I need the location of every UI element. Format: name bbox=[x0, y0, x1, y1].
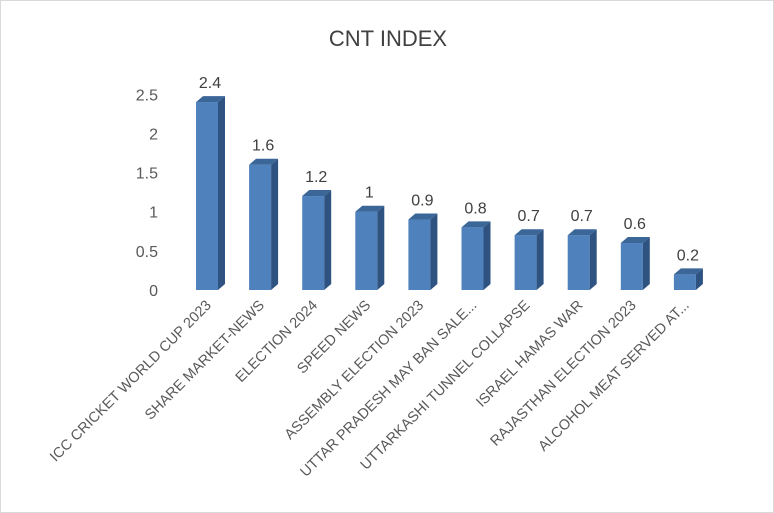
bar-side bbox=[642, 237, 650, 290]
bar-6 bbox=[461, 221, 491, 290]
bar-top bbox=[408, 213, 438, 220]
y-tick-label: 1 bbox=[149, 205, 158, 222]
data-label: 0.7 bbox=[571, 208, 593, 225]
y-tick-label: 0 bbox=[149, 283, 158, 300]
bar-front bbox=[196, 102, 218, 290]
data-label: 0.6 bbox=[624, 216, 646, 233]
chart-title: CNT INDEX bbox=[329, 26, 447, 51]
data-label: 2.4 bbox=[199, 75, 221, 92]
y-tick-label: 0.5 bbox=[136, 244, 158, 261]
data-label: 0.8 bbox=[464, 200, 486, 217]
bar-top bbox=[355, 205, 385, 212]
bar-front bbox=[567, 235, 590, 290]
bar-8 bbox=[567, 229, 597, 290]
bar-2 bbox=[249, 158, 279, 290]
y-tick-label: 2 bbox=[149, 126, 158, 143]
y-tick-label: 2.5 bbox=[136, 87, 158, 104]
bar-side bbox=[430, 213, 438, 290]
bar-side bbox=[483, 221, 491, 290]
data-label: 1.6 bbox=[252, 138, 274, 155]
bar-top bbox=[567, 229, 597, 236]
bar-top bbox=[249, 158, 279, 165]
bar-9 bbox=[620, 237, 650, 290]
bar-side bbox=[324, 190, 332, 290]
bar-side bbox=[377, 205, 385, 290]
bar-top bbox=[461, 221, 491, 228]
bar-front bbox=[461, 227, 484, 290]
bar-side bbox=[536, 229, 544, 290]
bar-top bbox=[514, 229, 544, 236]
bar-front bbox=[408, 219, 431, 290]
bar-top bbox=[196, 96, 225, 103]
bar-side bbox=[271, 158, 279, 290]
bar-top bbox=[302, 190, 332, 197]
bar-front bbox=[355, 211, 378, 290]
bar-1 bbox=[196, 96, 225, 290]
bar-side bbox=[218, 96, 225, 290]
bar-front bbox=[302, 196, 325, 290]
bar-front bbox=[514, 235, 537, 290]
x-category-label: ISRAEL HAMAS WAR bbox=[473, 298, 586, 411]
bar-10 bbox=[673, 268, 703, 290]
bar-side bbox=[589, 229, 597, 290]
y-tick-label: 1.5 bbox=[136, 166, 158, 183]
data-label: 0.2 bbox=[677, 247, 699, 264]
data-label: 1 bbox=[365, 185, 374, 202]
bar-front bbox=[673, 274, 696, 290]
bar-3 bbox=[302, 190, 332, 290]
bar-top bbox=[673, 268, 703, 275]
bar-4 bbox=[355, 205, 385, 290]
data-label: 0.9 bbox=[411, 193, 433, 210]
data-label: 0.7 bbox=[517, 208, 539, 225]
data-label: 1.2 bbox=[305, 169, 327, 186]
bar-front bbox=[249, 164, 272, 290]
bar-front bbox=[620, 243, 643, 290]
bar-top bbox=[620, 237, 650, 244]
bar-5 bbox=[408, 213, 438, 290]
bar-7 bbox=[514, 229, 544, 290]
bar-side bbox=[695, 268, 703, 290]
